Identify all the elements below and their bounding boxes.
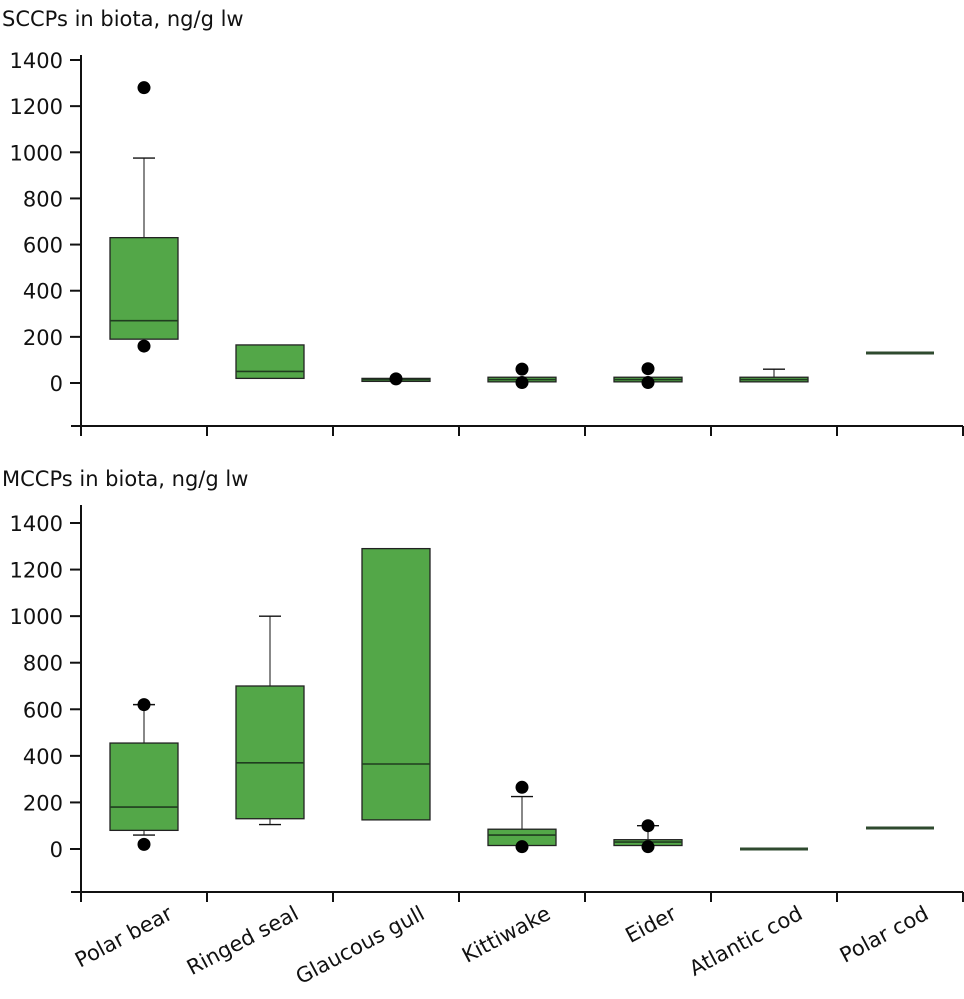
outlier-point	[641, 376, 655, 390]
box-atlantic-cod	[739, 368, 809, 383]
box-eider	[613, 362, 683, 390]
box-polar-bear	[109, 698, 179, 851]
y-tick-label: 1000	[10, 141, 63, 165]
y-tick-label: 0	[50, 838, 63, 862]
y-tick-label: 400	[23, 745, 63, 769]
box-kittiwake	[487, 362, 557, 390]
y-tick-label: 200	[23, 326, 63, 350]
x-tick-label: Kittiwake	[458, 901, 554, 967]
x-tick-label: Glaucous gull	[292, 901, 429, 989]
y-tick-label: 1200	[10, 559, 63, 583]
box-ringed-seal	[235, 344, 305, 380]
box-ringed-seal	[235, 615, 305, 826]
outlier-point	[137, 698, 151, 712]
chart-title: MCCPs in biota, ng/g lw	[2, 467, 248, 491]
iqr-box	[235, 344, 305, 380]
y-tick-label: 400	[23, 280, 63, 304]
iqr-box	[235, 685, 305, 820]
x-tick-label: Eider	[621, 901, 680, 948]
outlier-point	[515, 376, 529, 390]
outlier-point	[137, 339, 151, 353]
iqr-box	[109, 742, 179, 832]
box-glaucous-gull	[361, 547, 431, 821]
y-tick-label: 1400	[10, 512, 63, 536]
y-tick-label: 600	[23, 234, 63, 258]
y-tick-label: 1400	[10, 49, 63, 73]
y-tick-label: 600	[23, 698, 63, 722]
y-tick-label: 1000	[10, 605, 63, 629]
outlier-point	[515, 362, 529, 376]
x-tick-label: Polar bear	[71, 901, 177, 972]
outlier-point	[515, 780, 529, 794]
outlier-point	[515, 840, 529, 854]
outlier-point	[641, 362, 655, 376]
chart-title: SCCPs in biota, ng/g lw	[2, 7, 244, 31]
outlier-point	[641, 819, 655, 833]
outlier-point	[137, 837, 151, 851]
iqr-box	[361, 547, 431, 821]
y-tick-label: 0	[50, 372, 63, 396]
box-polar-bear	[109, 81, 179, 353]
outlier-point	[641, 840, 655, 854]
outlier-point	[389, 372, 403, 386]
x-tick-label: Ringed seal	[183, 901, 302, 980]
x-tick-label: Atlantic cod	[685, 901, 806, 981]
x-tick-label: Polar cod	[836, 901, 932, 967]
iqr-box	[109, 236, 179, 340]
y-tick-label: 200	[23, 791, 63, 815]
y-tick-label: 800	[23, 652, 63, 676]
y-tick-label: 1200	[10, 95, 63, 119]
box-kittiwake	[487, 780, 557, 854]
mccp-panel: MCCPs in biota, ng/g lw 0 200 400 600 800 100…	[2, 467, 964, 989]
box-eider	[613, 819, 683, 854]
sccp-panel: SCCPs in biota, ng/g lw 0 200 400 600 800 100…	[2, 7, 964, 436]
outlier-point	[137, 81, 151, 95]
y-tick-label: 800	[23, 187, 63, 211]
box-glaucous-gull	[361, 372, 431, 386]
